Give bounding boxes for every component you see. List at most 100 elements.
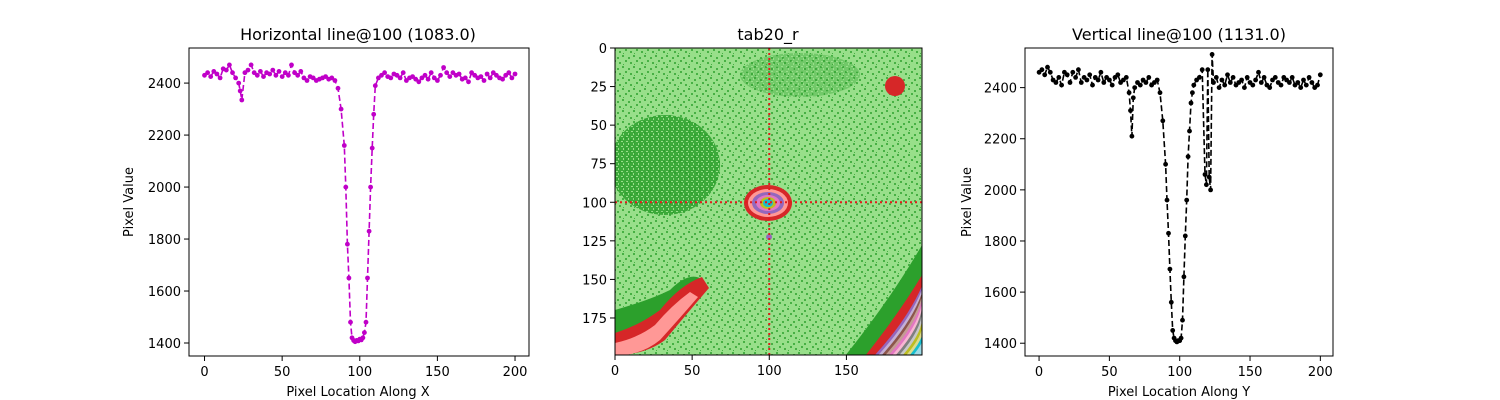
plot-frame — [614, 47, 923, 356]
data-point — [1182, 233, 1188, 239]
series-line — [203, 62, 516, 343]
data-point — [1039, 67, 1045, 73]
x-axis: 0 50 100 150 200 — [1035, 356, 1333, 380]
data-point — [1315, 82, 1320, 88]
x-axis-label: Pixel Location Along Y — [1108, 385, 1250, 400]
data-point — [422, 72, 428, 78]
y-tick-label: 1600 — [148, 285, 181, 300]
chart-vertical-profile: Vertical line@100 (1131.0) 0 50 100 150 200 … — [960, 25, 1334, 400]
data-point — [441, 65, 446, 70]
data-point — [1317, 72, 1323, 78]
data-point — [1157, 90, 1163, 96]
data-point — [484, 71, 490, 77]
data-point — [363, 319, 369, 325]
dense-region — [615, 115, 720, 215]
heatmap-image — [615, 48, 922, 355]
hot-spot — [885, 76, 905, 96]
data-point — [1256, 69, 1261, 75]
data-point — [462, 75, 468, 81]
y-axis-label: Pixel Value — [960, 167, 975, 237]
data-point — [1239, 77, 1244, 83]
data-point — [1278, 82, 1284, 88]
data-point — [1067, 80, 1073, 85]
data-point — [261, 74, 266, 79]
data-point — [1295, 80, 1301, 85]
data-point — [1242, 85, 1247, 90]
data-point — [236, 80, 242, 86]
data-point — [1199, 67, 1205, 73]
data-point — [341, 143, 347, 148]
data-point — [1109, 82, 1115, 88]
data-point — [1095, 77, 1101, 83]
data-point — [1219, 77, 1225, 83]
data-point — [1222, 82, 1228, 88]
data-point — [1064, 72, 1070, 78]
y-tick-label: 1400 — [148, 337, 181, 352]
data-point — [1185, 154, 1191, 160]
data-point — [1107, 77, 1112, 83]
data-point — [1253, 77, 1258, 83]
data-point — [1160, 118, 1166, 124]
data-point — [239, 97, 245, 103]
data-point — [348, 319, 353, 325]
data-point — [237, 88, 243, 94]
dense-region — [740, 53, 860, 97]
x-tick-label: 0 — [611, 364, 619, 379]
data-point — [1272, 75, 1278, 80]
data-point — [248, 62, 254, 68]
data-point — [345, 241, 350, 247]
data-point — [1076, 67, 1081, 73]
y-tick-label: 50 — [590, 119, 607, 134]
y-tick-label: 125 — [582, 235, 607, 250]
y-tick-label: 1800 — [984, 235, 1017, 250]
data-point — [487, 75, 493, 81]
data-point — [366, 228, 372, 234]
data-point — [397, 75, 403, 81]
data-point — [1267, 85, 1273, 90]
data-point — [1213, 75, 1219, 80]
data-point — [478, 74, 484, 79]
data-point — [1287, 80, 1292, 85]
data-point — [369, 145, 375, 151]
data-point — [382, 70, 387, 76]
y-tick-label: 2400 — [984, 82, 1017, 97]
y-tick-label: 2400 — [148, 77, 181, 92]
data-point — [217, 75, 223, 81]
data-point — [1216, 85, 1222, 90]
data-point — [1208, 187, 1213, 193]
data-point — [1209, 52, 1215, 57]
data-point — [1211, 80, 1216, 85]
data-point — [1090, 82, 1095, 88]
data-point — [435, 78, 440, 83]
data-point — [214, 71, 220, 77]
data-point — [1166, 230, 1171, 236]
data-point — [428, 70, 434, 76]
data-point — [362, 330, 367, 335]
data-point — [1084, 77, 1090, 83]
data-point — [1244, 75, 1250, 80]
data-point — [245, 67, 251, 73]
data-point — [1309, 80, 1315, 85]
data-point — [1078, 80, 1084, 85]
data-point — [1168, 299, 1174, 305]
x-tick-label: 50 — [274, 365, 291, 380]
data-point — [1128, 108, 1133, 113]
data-point — [1098, 69, 1104, 75]
data-point — [1250, 82, 1256, 88]
data-point — [1230, 75, 1236, 80]
data-point — [425, 76, 431, 82]
data-point — [267, 71, 273, 77]
data-point — [1101, 80, 1107, 85]
plot-frame — [1024, 47, 1334, 357]
data-point — [1184, 197, 1190, 203]
data-point — [1187, 128, 1192, 134]
data-point — [286, 72, 291, 78]
data-point — [1180, 317, 1185, 323]
x-axis: 0 50 100 150 — [611, 355, 859, 379]
chart-title: Vertical line@100 (1131.0) — [1072, 25, 1286, 44]
y-axis: 0 25 50 75 100 125 150 175 — [582, 42, 615, 327]
data-point — [1261, 75, 1267, 80]
y-axis: 1400 1600 1800 2000 2200 2400 — [148, 77, 189, 352]
data-point — [360, 335, 366, 341]
